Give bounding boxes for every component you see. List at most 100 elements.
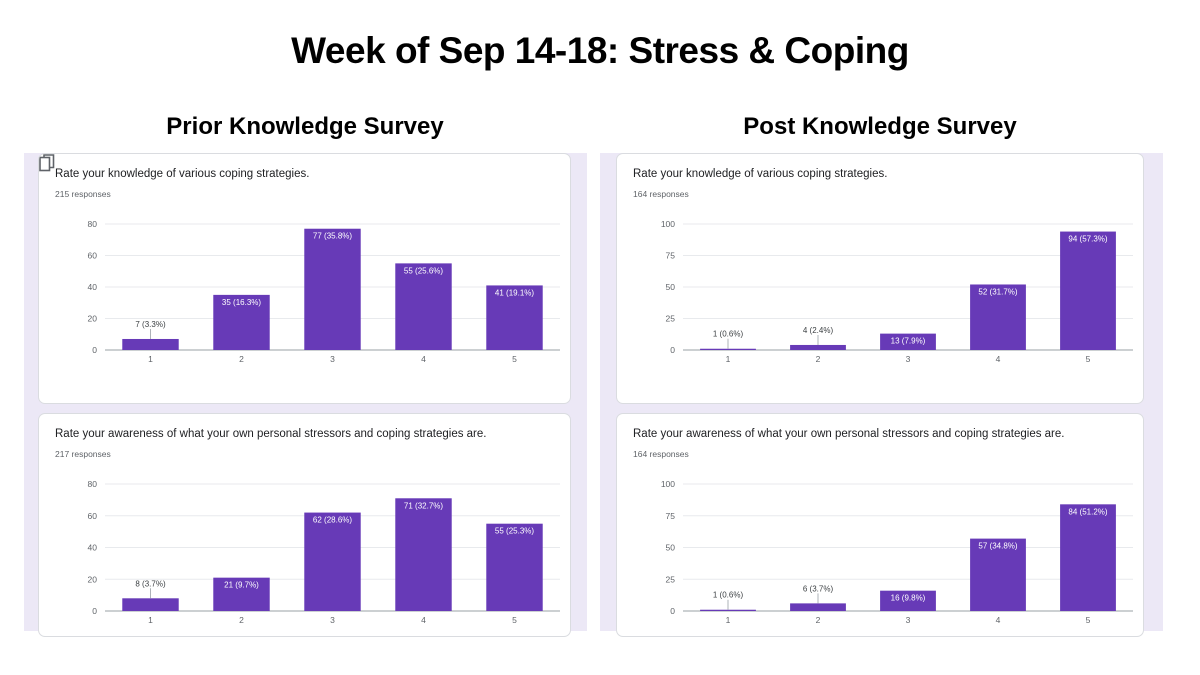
response-count: 217 responses [55, 449, 111, 459]
y-tick-label: 80 [88, 219, 98, 229]
x-tick-label: 5 [512, 354, 517, 364]
x-tick-label: 4 [996, 615, 1001, 625]
post-knowledge-card: Rate your knowledge of various coping st… [616, 153, 1144, 404]
y-tick-label: 50 [666, 282, 676, 292]
y-tick-label: 50 [666, 543, 676, 553]
data-label: 16 (9.8%) [891, 594, 926, 603]
bar [122, 598, 179, 611]
y-tick-label: 20 [88, 574, 98, 584]
x-tick-label: 3 [906, 354, 911, 364]
x-tick-label: 4 [421, 615, 426, 625]
y-tick-label: 80 [88, 479, 98, 489]
x-tick-label: 5 [1086, 354, 1091, 364]
bar-chart: 0 25 50 75 100 1 (0.6%) 1 4 (2.4%) 2 13 (7.9%) 3 52… [661, 219, 1133, 364]
data-label: 21 (9.7%) [224, 581, 259, 590]
y-tick-label: 25 [666, 574, 676, 584]
bar [486, 285, 543, 350]
y-tick-label: 0 [670, 345, 675, 355]
post-survey-panel: Rate your knowledge of various coping st… [600, 153, 1163, 637]
data-label: 1 (0.6%) [713, 330, 744, 339]
bar [700, 609, 756, 611]
data-label: 7 (3.3%) [135, 320, 166, 329]
bar [122, 338, 179, 350]
data-label: 6 (3.7%) [803, 584, 834, 593]
x-tick-label: 4 [421, 354, 426, 364]
response-count: 215 responses [55, 189, 111, 199]
bar [970, 538, 1026, 611]
x-tick-label: 3 [906, 615, 911, 625]
y-tick-label: 100 [661, 219, 675, 229]
bar [1060, 231, 1116, 350]
bar [395, 498, 452, 611]
x-tick-label: 1 [148, 615, 153, 625]
x-tick-label: 5 [1086, 615, 1091, 625]
x-tick-label: 4 [996, 354, 1001, 364]
data-label: 55 (25.6%) [404, 266, 443, 275]
x-tick-label: 2 [239, 615, 244, 625]
y-tick-label: 0 [92, 606, 97, 616]
bar [700, 348, 756, 350]
x-tick-label: 3 [330, 615, 335, 625]
response-count: 164 responses [633, 449, 689, 459]
bar [790, 603, 846, 611]
y-tick-label: 60 [88, 511, 98, 521]
data-label: 57 (34.8%) [978, 542, 1017, 551]
prior-knowledge-card: Rate your knowledge of various coping st… [38, 153, 571, 404]
bar-chart: 0 20 40 60 80 7 (3.3%) 1 35 (16.3%) 2 77 (35.8%) 3… [88, 219, 560, 364]
prior-awareness-card: Rate your awareness of what your own per… [38, 413, 571, 637]
data-label: 62 (28.6%) [313, 516, 352, 525]
y-tick-label: 0 [670, 606, 675, 616]
y-tick-label: 60 [88, 251, 98, 261]
y-tick-label: 75 [666, 251, 676, 261]
data-label: 1 (0.6%) [713, 591, 744, 600]
copy-icon[interactable] [39, 154, 55, 172]
data-label: 71 (32.7%) [404, 501, 443, 510]
bar [213, 294, 270, 350]
y-tick-label: 40 [88, 282, 98, 292]
x-tick-label: 2 [816, 354, 821, 364]
y-tick-label: 0 [92, 345, 97, 355]
data-label: 84 (51.2%) [1068, 507, 1107, 516]
y-tick-label: 40 [88, 543, 98, 553]
y-tick-label: 75 [666, 511, 676, 521]
data-label: 4 (2.4%) [803, 326, 834, 335]
question-title: Rate your awareness of what your own per… [633, 428, 1065, 440]
y-tick-label: 100 [661, 479, 675, 489]
question-title: Rate your awareness of what your own per… [55, 428, 487, 440]
x-tick-label: 1 [726, 354, 731, 364]
bar [213, 577, 270, 611]
bar [486, 523, 543, 611]
bar-chart: 0 20 40 60 80 8 (3.7%) 1 21 (9.7%) 2 62 (28.6%) 3 7… [88, 479, 560, 625]
data-label: 41 (19.1%) [495, 288, 534, 297]
prior-survey-panel: Rate your knowledge of various coping st… [24, 153, 587, 637]
post-survey-heading: Post Knowledge Survey [743, 113, 1017, 140]
x-tick-label: 3 [330, 354, 335, 364]
bar [790, 344, 846, 350]
response-count: 164 responses [633, 189, 689, 199]
x-tick-label: 2 [816, 615, 821, 625]
bar [304, 228, 361, 350]
x-tick-label: 2 [239, 354, 244, 364]
bar [395, 263, 452, 350]
page-title: Week of Sep 14-18: Stress & Coping [291, 30, 909, 71]
bar-chart: 0 25 50 75 100 1 (0.6%) 1 6 (3.7%) 2 16 (9.8%) 3 57… [661, 479, 1133, 625]
bar [304, 512, 361, 611]
question-title: Rate your knowledge of various coping st… [633, 168, 888, 180]
post-awareness-card: Rate your awareness of what your own per… [616, 413, 1144, 637]
prior-survey-heading: Prior Knowledge Survey [166, 113, 444, 140]
y-tick-label: 25 [666, 314, 676, 324]
data-label: 52 (31.7%) [978, 287, 1017, 296]
data-label: 13 (7.9%) [891, 337, 926, 346]
question-title: Rate your knowledge of various coping st… [55, 168, 310, 180]
bar [880, 333, 936, 350]
data-label: 77 (35.8%) [313, 232, 352, 241]
x-tick-label: 5 [512, 615, 517, 625]
data-label: 55 (25.3%) [495, 527, 534, 536]
bar [880, 590, 936, 611]
data-label: 94 (57.3%) [1068, 235, 1107, 244]
bar [1060, 504, 1116, 611]
y-tick-label: 20 [88, 314, 98, 324]
data-label: 35 (16.3%) [222, 298, 261, 307]
x-tick-label: 1 [726, 615, 731, 625]
bar [970, 284, 1026, 350]
